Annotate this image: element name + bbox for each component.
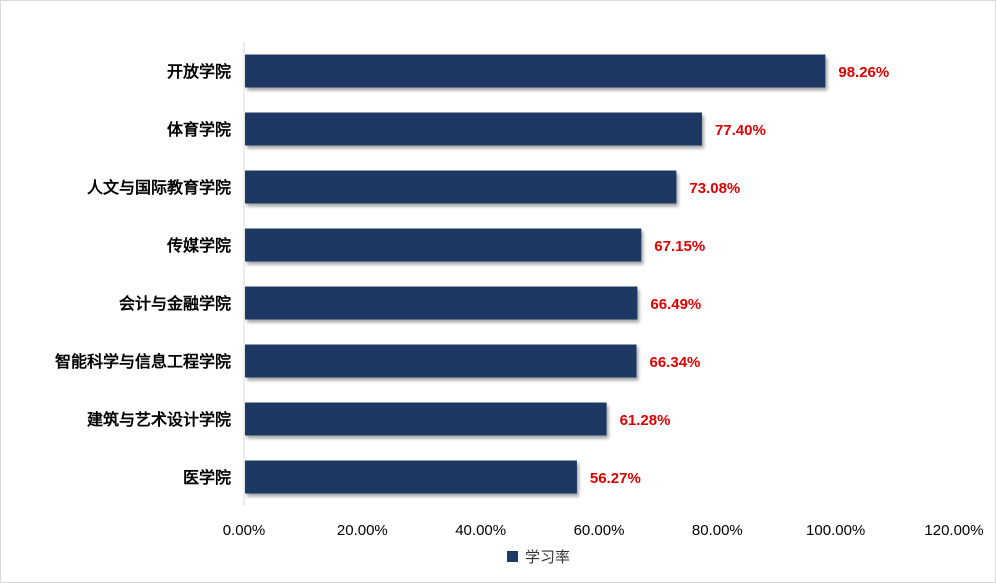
category-axis: 开放学院体育学院人文与国际教育学院传媒学院会计与金融学院智能科学与信息工程学院建…	[55, 42, 245, 506]
data-label: 56.27%	[590, 470, 641, 487]
category-label: 开放学院	[167, 62, 231, 81]
bar	[245, 460, 577, 494]
data-label: 73.08%	[689, 180, 740, 197]
bars	[245, 54, 826, 494]
legend: 学习率	[507, 548, 570, 566]
category-label: 智能科学与信息工程学院	[55, 352, 231, 371]
data-label: 66.34%	[650, 354, 701, 371]
x-tick-label: 120.00%	[924, 522, 983, 539]
data-label: 67.15%	[654, 238, 705, 255]
bar	[245, 286, 638, 320]
x-axis-ticks: 0.00% 20.00% 40.00% 60.00% 80.00% 100.00% 120.…	[223, 522, 984, 539]
data-label: 77.40%	[715, 122, 766, 139]
x-tick-label: 80.00%	[692, 522, 743, 539]
bar	[245, 112, 702, 146]
category-label: 医学院	[183, 468, 231, 487]
bar	[245, 54, 826, 88]
category-label: 会计与金融学院	[119, 294, 231, 313]
data-label: 98.26%	[838, 64, 889, 81]
bar	[245, 170, 677, 204]
x-tick-label: 20.00%	[337, 522, 388, 539]
category-label: 建筑与艺术设计学院	[87, 410, 231, 429]
x-tick-label: 100.00%	[806, 522, 865, 539]
value-labels: 98.26% 77.40% 73.08% 67.15% 66.49% 66.34% 61.2…	[590, 64, 889, 487]
bar	[245, 344, 637, 378]
x-tick-label: 40.00%	[455, 522, 506, 539]
bar	[245, 402, 607, 436]
data-label: 61.28%	[620, 412, 671, 429]
legend-label: 学习率	[525, 548, 570, 566]
category-label: 体育学院	[167, 120, 231, 139]
category-label: 人文与国际教育学院	[87, 178, 231, 197]
x-tick-label: 0.00%	[223, 522, 266, 539]
bar	[245, 228, 642, 262]
x-tick-label: 60.00%	[574, 522, 625, 539]
category-label: 传媒学院	[166, 236, 231, 255]
legend-swatch	[507, 551, 518, 562]
data-label: 66.49%	[650, 296, 701, 313]
